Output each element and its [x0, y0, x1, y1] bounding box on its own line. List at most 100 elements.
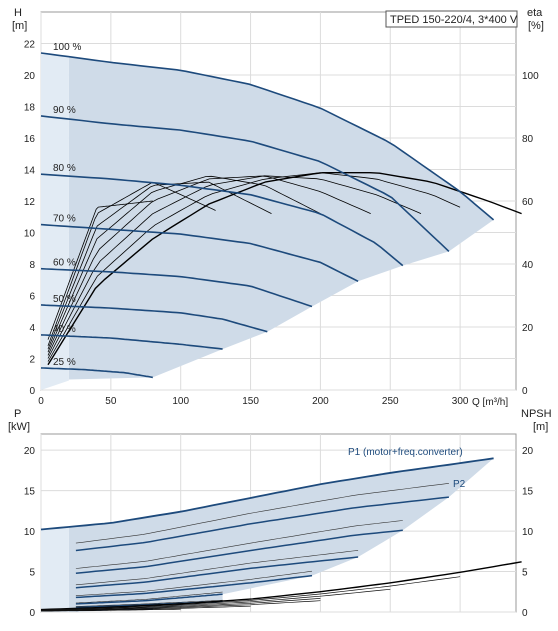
h-tick-8: 8	[29, 260, 35, 271]
power-curves	[40, 457, 494, 612]
eta-tick-60: 60	[522, 197, 534, 208]
power-curve-0	[40, 457, 494, 531]
npsh-curve-main	[40, 561, 522, 611]
head-curve-40-pct	[40, 334, 223, 350]
speed-label-100: 100 %	[53, 42, 81, 53]
power-curve-2	[75, 529, 403, 574]
power-curve-1	[75, 496, 449, 552]
speed-label-70: 70 %	[53, 214, 76, 225]
npsh-curve-3	[40, 598, 321, 611]
head-curve-50-pct	[40, 304, 268, 333]
power-thin-curve-1	[75, 483, 449, 544]
eta-curve-4	[47, 175, 321, 353]
h-tick-10: 10	[24, 229, 36, 240]
eta-curve-1	[47, 172, 461, 362]
h-axis-unit: [m]	[12, 20, 27, 32]
speed-label-25: 25 %	[53, 357, 76, 368]
top-axis-ticks: 0 50 100 150 200 250 300 0 2 4 6 8 10 12 14 16 18 20 22 0 20…	[24, 40, 539, 408]
x-tick-300: 300	[452, 396, 469, 407]
top-operating-envelope	[68, 56, 494, 380]
npsh-axis-unit: [m]	[533, 421, 548, 433]
p-tick-10: 10	[24, 527, 36, 538]
q-axis-title: Q [m³/h]	[472, 397, 508, 408]
head-curve-25-pct	[40, 367, 153, 379]
h-tick-0: 0	[29, 386, 35, 397]
speed-label-80: 80 %	[53, 163, 76, 174]
h-tick-12: 12	[24, 197, 36, 208]
bottom-left-band	[41, 526, 69, 612]
speed-label-90: 90 %	[53, 105, 76, 116]
npsh-curve-4	[40, 600, 321, 611]
h-tick-4: 4	[29, 323, 35, 334]
power-curve-4	[75, 574, 313, 599]
speed-label-50: 50 %	[53, 294, 76, 305]
power-thin-curve-6	[75, 599, 223, 607]
head-curve-70-pct	[40, 223, 359, 283]
p-axis-unit: [kW]	[8, 421, 30, 433]
eta-tick-0: 0	[522, 386, 528, 397]
x-tick-100: 100	[172, 396, 189, 407]
h-tick-20: 20	[24, 71, 36, 82]
power-thin-curve-2	[75, 520, 403, 569]
npsh-tick-20: 20	[522, 446, 534, 457]
p-tick-5: 5	[29, 568, 35, 579]
npsh-tick-10: 10	[522, 527, 534, 538]
p-tick-15: 15	[24, 487, 36, 498]
x-tick-250: 250	[382, 396, 399, 407]
eta-tick-40: 40	[522, 260, 534, 271]
npsh-curve-5	[40, 605, 251, 612]
eta-axis-title: eta	[527, 7, 543, 19]
power-thin-curve-5	[75, 591, 223, 604]
npsh-tick-5: 5	[522, 568, 528, 579]
bottom-power-envelope	[68, 458, 494, 612]
npsh-tick-15: 15	[522, 487, 534, 498]
head-curve-60-pct	[40, 267, 313, 308]
head-curve-80-pct	[40, 173, 404, 267]
h-tick-14: 14	[24, 166, 36, 177]
power-curve-5	[75, 593, 223, 605]
eta-tick-20: 20	[522, 323, 534, 334]
eta-curve-2	[47, 175, 422, 359]
h-axis-title: H	[14, 7, 22, 19]
head-curve-100-pct	[40, 52, 495, 221]
npsh-curves	[40, 561, 522, 612]
eta-curve-0	[47, 172, 522, 366]
h-tick-22: 22	[24, 40, 36, 51]
h-tick-16: 16	[24, 134, 36, 145]
npsh-curve-1	[40, 576, 461, 611]
p-tick-0: 0	[29, 608, 35, 619]
h-tick-6: 6	[29, 292, 35, 303]
x-tick-50: 50	[105, 396, 117, 407]
power-thin-curve-3	[75, 550, 359, 586]
speed-labels: 100 % 90 % 80 % 70 % 60 % 50 % 40 % 25 %	[53, 42, 81, 368]
x-tick-200: 200	[312, 396, 329, 407]
eta-curve-3	[47, 175, 371, 356]
chart-title: TPED 150-220/4, 3*400 V	[390, 14, 518, 26]
h-tick-2: 2	[29, 355, 35, 366]
speed-label-40: 40 %	[53, 324, 76, 335]
p2-label: P2	[453, 479, 466, 490]
head-curve-90-pct	[40, 115, 450, 252]
speed-label-60: 60 %	[53, 258, 76, 269]
power-thin-curve-4	[75, 570, 313, 596]
eta-axis-unit: [%]	[528, 20, 544, 32]
p-tick-20: 20	[24, 446, 36, 457]
eta-tick-100: 100	[522, 71, 539, 82]
head-curves	[40, 52, 495, 379]
p1-label: P1 (motor+freq.converter)	[348, 447, 463, 458]
p-axis-title: P	[14, 408, 21, 420]
efficiency-curves	[47, 172, 522, 366]
eta-tick-80: 80	[522, 134, 534, 145]
power-curve-3	[75, 556, 359, 589]
npsh-curve-2	[40, 588, 391, 611]
bottom-axis-ticks: 0 5 10 15 20 0 5 10 15 20	[24, 446, 534, 619]
x-tick-150: 150	[242, 396, 259, 407]
npsh-axis-title: NPSH	[521, 408, 552, 420]
eta-curve-7	[47, 200, 153, 340]
x-tick-0: 0	[38, 396, 44, 407]
title-box	[385, 10, 518, 28]
npsh-curve-6	[40, 608, 181, 612]
npsh-tick-0: 0	[522, 608, 528, 619]
